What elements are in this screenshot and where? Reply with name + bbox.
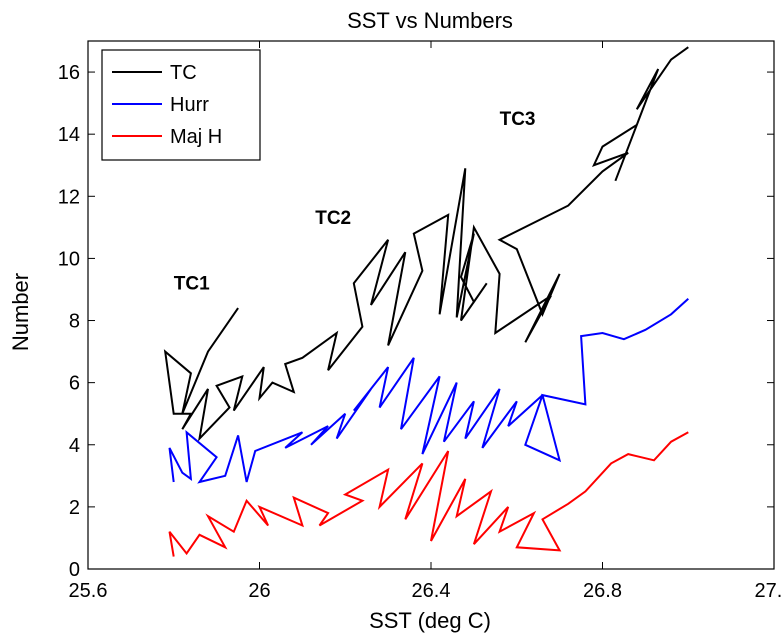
x-axis-label: SST (deg C) [369,608,491,633]
series-line-tc [163,46,689,442]
y-axis-label: Number [8,273,33,351]
x-tick-label: 27.2 [755,580,781,602]
annotation-tc3: TC3 [500,109,536,130]
y-tick-label: 16 [58,62,80,84]
legend-label: Hurr [170,94,209,116]
axis-ticks: 25.6 26 26.4 26.8 27.2 0 2 4 6 8 10 12 14 16 [58,41,781,602]
y-tick-label: 8 [69,311,80,333]
y-tick-label: 6 [69,373,80,395]
x-tick-label: 26.8 [583,580,622,602]
plot-area: TC1 TC2 TC3 [163,46,689,557]
annotation-tc2: TC2 [315,208,351,229]
x-tick-label: 25.6 [69,580,108,602]
legend-label: Maj H [170,126,222,148]
legend-label: TC [170,62,197,84]
series-line-hurr [168,298,689,484]
x-tick-label: 26 [248,580,270,602]
plot-frame [87,40,775,570]
chart-title: SST vs Numbers [347,8,513,33]
series-line-maj-h [168,431,689,557]
y-tick-label: 2 [69,497,80,519]
y-tick-label: 14 [58,124,80,146]
annotation-tc1: TC1 [174,273,210,294]
y-tick-label: 4 [69,435,80,457]
y-tick-label: 12 [58,186,80,208]
legend: TC Hurr Maj H [101,49,261,161]
x-tick-label: 26.4 [412,580,451,602]
y-tick-label: 0 [69,559,80,581]
y-tick-label: 10 [58,248,80,270]
